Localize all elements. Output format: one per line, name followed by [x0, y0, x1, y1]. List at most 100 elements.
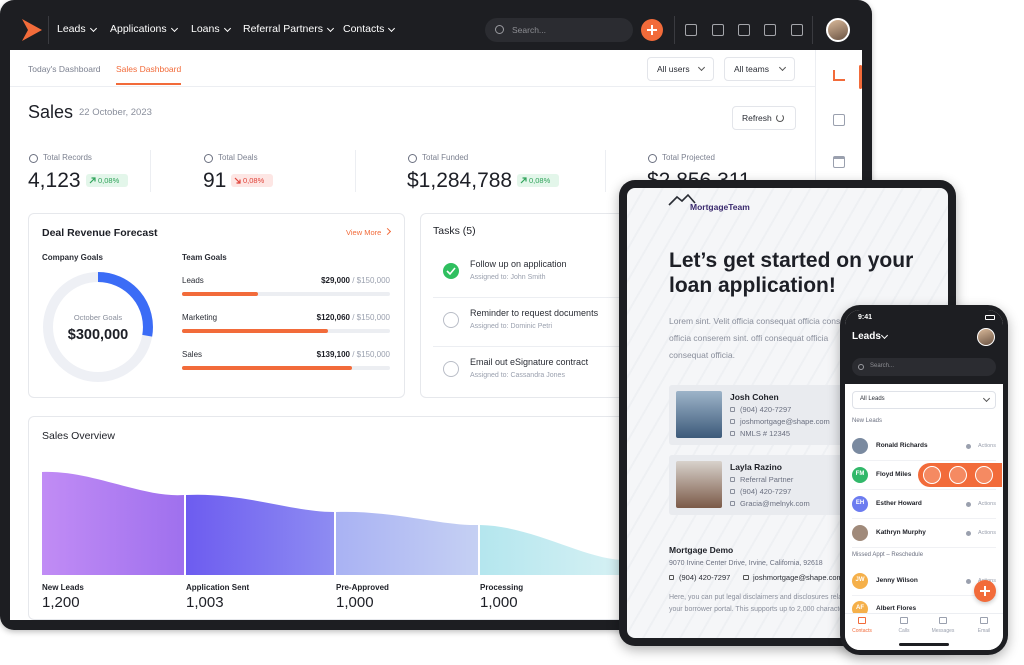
nav-icon[interactable] [738, 24, 750, 36]
search-icon [494, 24, 504, 34]
donut-progress [97, 272, 153, 337]
task-assignee: Assigned to: John Smith [470, 273, 546, 281]
view-more-link[interactable]: View More [346, 228, 382, 238]
arrow [234, 177, 241, 184]
tablet-heading: Let’s get started on your loan applicati… [669, 249, 914, 297]
user-avatar [826, 18, 850, 42]
tab-active[interactable]: Sales Dashboard [116, 63, 182, 74]
change-arrow [89, 177, 96, 184]
phone-section: Missed Appt – Reschedule [852, 552, 924, 559]
lead-initials: FM [855, 471, 865, 478]
goal-fill [182, 329, 328, 333]
lead-row-divider [852, 547, 996, 548]
task-check [443, 312, 459, 328]
nav-icon[interactable] [764, 24, 776, 36]
footer-address: 9070 Irvine Center Drive, Irvine, Califo… [669, 559, 823, 567]
lead-action[interactable]: Actions [977, 529, 996, 536]
tab[interactable]: Today's Dashboard [28, 63, 101, 74]
add-plus-v [651, 25, 653, 35]
goals-donut [43, 272, 153, 382]
tab-underline [116, 83, 181, 85]
sidebar-icon[interactable] [833, 114, 845, 126]
phone-filter[interactable] [852, 391, 996, 409]
phone-search[interactable] [852, 358, 996, 376]
tab-icon [939, 617, 947, 624]
search-box[interactable] [485, 18, 633, 42]
nav-icon[interactable] [712, 24, 724, 36]
status-time: 9:41 [858, 313, 873, 321]
contact-line: Gracia@melnyk.com [740, 499, 810, 509]
fab-plus-v [984, 586, 986, 596]
nav-item[interactable]: Referral Partners [243, 23, 323, 36]
nav-bar [10, 8, 862, 50]
sidebar-active [859, 65, 862, 89]
nav-divider [812, 16, 813, 44]
contact-line: joshmortgage@shape.com [740, 417, 830, 427]
contact-line-icon [730, 489, 735, 494]
stage-name: Processing [480, 583, 524, 593]
stat-value: $1,284,788 [407, 168, 513, 192]
sidebar-icon[interactable] [833, 156, 845, 168]
stage-value: 1,000 [336, 593, 374, 611]
nav-item[interactable]: Leads [57, 23, 86, 36]
goal-current: $29,000 [321, 276, 350, 286]
stage-value: 1,003 [186, 593, 224, 611]
filter-label: All users [657, 63, 690, 74]
goal-current: $120,060 [316, 313, 350, 323]
contact-photo [676, 391, 722, 438]
search-placeholder: Search... [512, 24, 547, 35]
lead-action[interactable]: Actions [977, 442, 996, 449]
action-icon [965, 443, 971, 449]
phone-title: Leads [852, 330, 881, 342]
task-text: Reminder to request documents [470, 308, 599, 319]
phone-section: New Leads [852, 418, 883, 425]
contact-line-icon [730, 501, 735, 506]
refresh-button[interactable] [732, 106, 796, 130]
refresh-icon [776, 114, 784, 122]
task-divider [433, 346, 633, 347]
phone-tab[interactable]: Contacts [852, 627, 872, 634]
lead-action[interactable]: Actions [977, 500, 996, 507]
footer-email: joshmortgage@shape.com [753, 573, 843, 583]
roof [668, 193, 696, 206]
funnel-segment [480, 525, 622, 575]
stat-icon [407, 153, 417, 163]
nav-item[interactable]: Loans [191, 23, 220, 36]
filter-label: All teams [734, 63, 769, 74]
task-text: Follow up on application [470, 259, 567, 270]
forecast-card [28, 213, 405, 398]
task-assignee: Assigned to: Cassandra Jones [470, 371, 565, 379]
phone-tab[interactable]: Calls [898, 627, 910, 634]
contact-line-icon [730, 431, 735, 436]
lead-row-divider [852, 518, 996, 519]
stat-divider [150, 150, 151, 192]
quick-action [949, 466, 967, 484]
stat-label: Total Projected [662, 153, 715, 163]
contact-line: (904) 420-7297 [740, 405, 792, 415]
goal-track [182, 292, 390, 296]
phone-tab[interactable]: Messages [931, 627, 955, 634]
contact-name: Layla Razino [730, 461, 782, 472]
arrow [89, 177, 96, 184]
filter-dropdown[interactable] [724, 57, 795, 81]
phone-tab[interactable]: Email [977, 627, 991, 634]
footer-icon [669, 575, 674, 580]
nav-item[interactable]: Contacts [343, 23, 385, 36]
refresh-label: Refresh [742, 112, 772, 123]
arrow [520, 177, 527, 184]
nav-item[interactable]: Applications [110, 23, 167, 36]
footer-phone: (904) 420-7297 [679, 573, 731, 583]
lead-row-divider [852, 595, 996, 596]
nav-icon[interactable] [791, 24, 803, 36]
goal-target: / $150,000 [352, 276, 390, 286]
contact-line-icon [730, 407, 735, 412]
goal-fill [182, 366, 352, 370]
card-title: Sales Overview [42, 430, 115, 443]
goal-current: $139,100 [316, 350, 350, 360]
sidebar-icon[interactable] [833, 70, 845, 81]
page-title: Sales [28, 101, 74, 122]
goal-name: Leads [182, 276, 204, 286]
filter-dropdown[interactable] [647, 57, 714, 81]
nav-icon[interactable] [685, 24, 697, 36]
